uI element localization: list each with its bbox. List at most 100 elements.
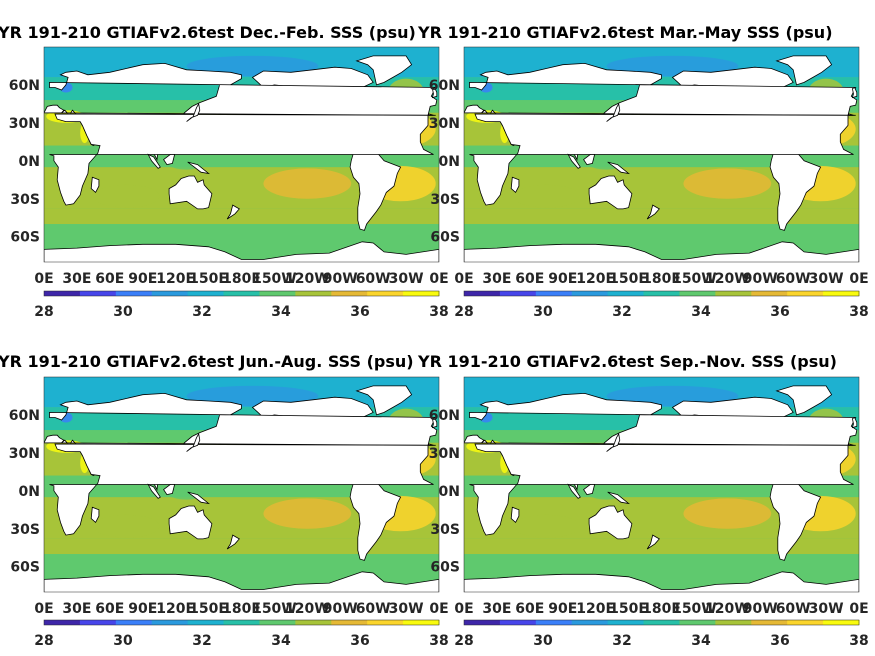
continent-newguinea	[607, 161, 631, 175]
colorbar-tick-label: 32	[612, 633, 631, 649]
x-tick-label: 120W	[705, 271, 750, 287]
x-tick-label: 150W	[252, 601, 297, 617]
y-tick-label: 30N	[429, 446, 460, 462]
x-tick-label: 30W	[809, 601, 844, 617]
colorbar-tick-label: 36	[770, 304, 789, 320]
colorbar-segment	[535, 620, 573, 625]
axes-frame	[463, 376, 860, 593]
panel-title: YR 191-210 GTIAFv2.6test Sep.-Nov. SSS (…	[417, 352, 837, 371]
x-tick-label: 0E	[34, 271, 53, 287]
x-tick-label: 120W	[285, 271, 330, 287]
y-tick-label: 60N	[9, 408, 40, 424]
y-tick-label: 30N	[9, 446, 40, 462]
y-tick-label: 30S	[430, 192, 460, 208]
axes-frame	[43, 46, 440, 263]
colorbar-segment	[787, 620, 824, 625]
continent-newguinea	[607, 491, 631, 505]
colorbar-segment	[607, 291, 645, 296]
continent-uk	[431, 416, 438, 429]
x-tick-label: 90E	[548, 271, 577, 287]
continent-greenland	[355, 55, 413, 86]
continent-borneo	[163, 154, 176, 166]
salinity-feature	[93, 184, 160, 208]
panel-title: YR 191-210 GTIAFv2.6test Dec.-Feb. SSS (…	[0, 23, 416, 42]
colorbar-tick-label: 28	[454, 633, 473, 649]
continent-greenland	[775, 55, 833, 86]
colorbar-tick-label: 28	[454, 304, 473, 320]
x-tick-label: 30E	[482, 271, 511, 287]
y-tick-label: 30N	[9, 116, 40, 132]
x-tick-label: 60W	[356, 271, 391, 287]
colorbar: 28 30 32 34 36 38	[454, 619, 869, 649]
continent-madagascar	[90, 176, 100, 194]
x-tick-label: 90W	[743, 601, 778, 617]
colorbar-tick-label: 36	[350, 304, 369, 320]
salinity-feature	[186, 55, 319, 77]
x-tick-label: 0E	[34, 601, 53, 617]
continent-australia	[588, 505, 633, 540]
y-tick-label: 60S	[430, 230, 460, 246]
x-tick-label: 0E	[849, 601, 868, 617]
colorbar-segment	[499, 620, 537, 625]
colorbar-tick-label: 36	[350, 633, 369, 649]
x-tick-label: 180E	[642, 601, 681, 617]
colorbar-tick-label: 32	[612, 304, 631, 320]
salinity-feature	[93, 514, 160, 538]
continent-japan	[186, 102, 201, 122]
x-tick-label: 150E	[189, 271, 228, 287]
colorbar-frame	[43, 290, 440, 297]
continent-samerica	[349, 476, 402, 561]
panel-title: YR 191-210 GTIAFv2.6test Jun.-Aug. SSS (…	[0, 352, 414, 371]
colorbar-segment	[79, 291, 117, 296]
x-tick-label: 60E	[515, 271, 544, 287]
salinity-band	[44, 538, 439, 555]
continent-japan	[606, 432, 621, 452]
continent-uk	[851, 416, 858, 429]
x-tick-label: 150W	[252, 271, 297, 287]
x-tick-label: 0E	[454, 271, 473, 287]
x-tick-label: 30E	[482, 601, 511, 617]
map-panel: YR 191-210 GTIAFv2.6test Mar.-May SSS (p…	[417, 23, 869, 320]
salinity-feature	[263, 168, 352, 199]
colorbar-tick-label: 34	[691, 633, 711, 649]
colorbar-segment	[115, 620, 153, 625]
continent-nz	[226, 534, 240, 550]
x-tick-label: 0E	[429, 601, 448, 617]
salinity-band	[464, 208, 859, 225]
x-tick-label: 60E	[95, 271, 124, 287]
salinity-feature	[606, 385, 739, 407]
continent-africa	[49, 443, 436, 536]
y-tick-label: 30N	[429, 116, 460, 132]
y-tick-label: 30S	[10, 522, 40, 538]
continent-borneo	[163, 484, 176, 496]
colorbar-tick-label: 38	[429, 304, 448, 320]
colorbar-tick-label: 38	[849, 633, 868, 649]
continent-madagascar	[510, 176, 520, 194]
x-tick-label: 120W	[705, 601, 750, 617]
x-tick-label: 120E	[576, 601, 615, 617]
colorbar-frame	[43, 619, 440, 626]
x-tick-label: 120W	[285, 601, 330, 617]
colorbar-segment	[751, 291, 788, 296]
x-tick-label: 90W	[323, 601, 358, 617]
panel-title: YR 191-210 GTIAFv2.6test Mar.-May SSS (p…	[417, 23, 833, 42]
colorbar-segment	[464, 291, 501, 296]
x-tick-label: 150E	[189, 601, 228, 617]
continent-uk	[851, 86, 858, 99]
y-tick-label: 30S	[430, 522, 460, 538]
colorbar-segment	[607, 620, 645, 625]
x-tick-label: 120E	[156, 271, 195, 287]
colorbar-segment	[535, 291, 573, 296]
continent-japan	[606, 102, 621, 122]
continent-sumatra	[567, 153, 581, 169]
x-tick-label: 150E	[609, 271, 648, 287]
x-tick-label: 30W	[809, 271, 844, 287]
salinity-feature	[513, 514, 580, 538]
colorbar-tick-label: 28	[34, 304, 53, 320]
map-panel: YR 191-210 GTIAFv2.6test Sep.-Nov. SSS (…	[417, 352, 869, 649]
x-tick-label: 60W	[356, 601, 391, 617]
colorbar-segment	[679, 291, 716, 296]
y-tick-label: 60S	[10, 560, 40, 576]
colorbar-segment	[787, 291, 824, 296]
salinity-feature	[683, 498, 772, 529]
